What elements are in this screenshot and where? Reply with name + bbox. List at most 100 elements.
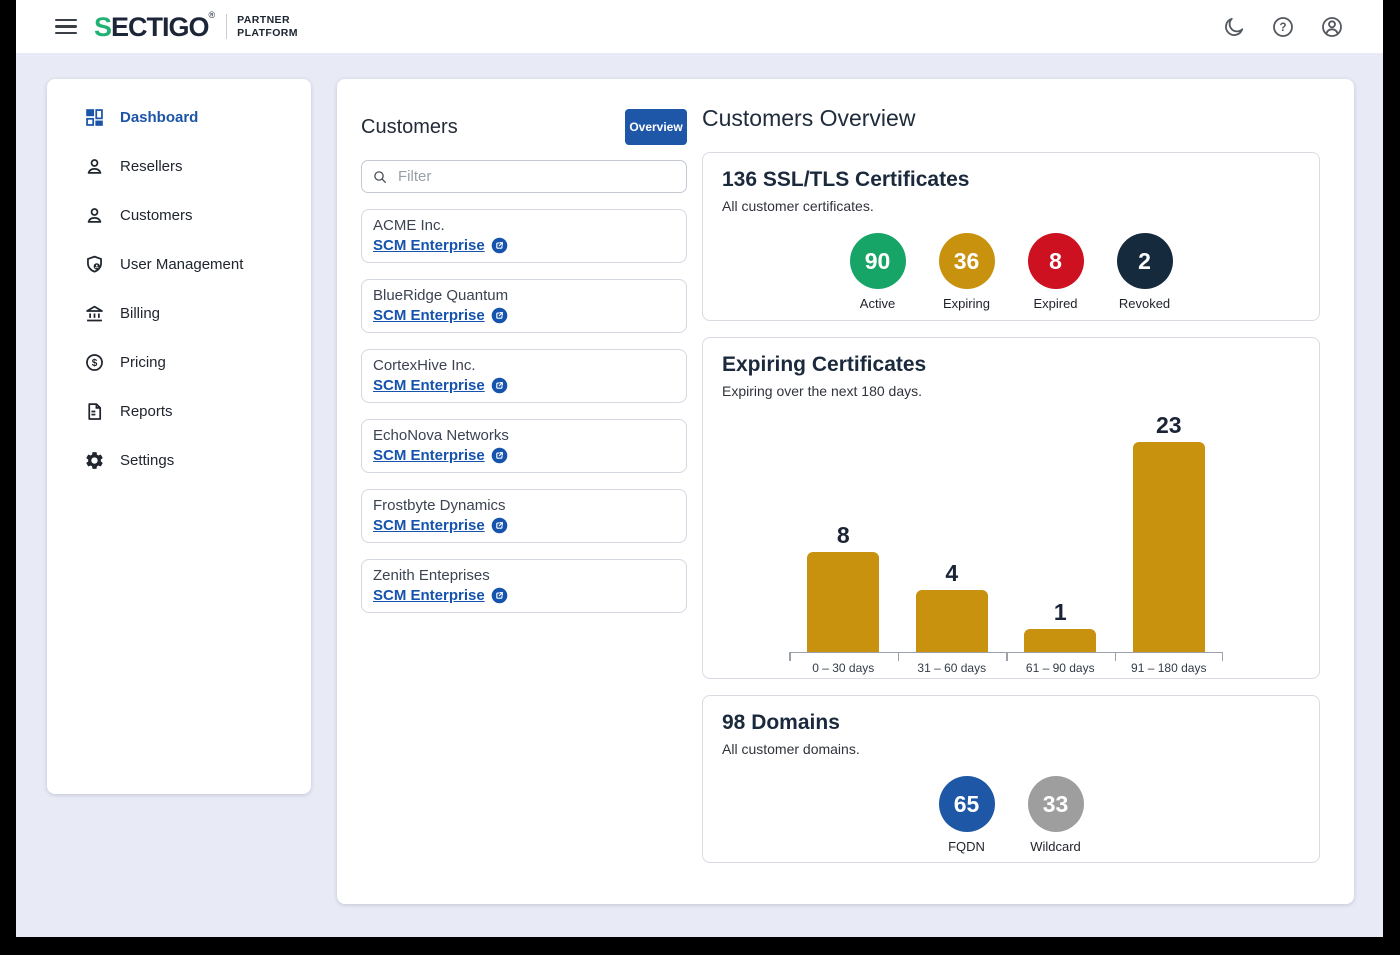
person-icon xyxy=(87,159,102,174)
scm-enterprise-link[interactable]: SCM Enterprise xyxy=(373,307,485,324)
stat-value: 2 xyxy=(1138,247,1151,274)
stat-circle-fqdn: 65 xyxy=(938,776,995,832)
x-axis xyxy=(789,652,1223,661)
customer-card[interactable]: BlueRidge Quantum SCM Enterprise xyxy=(361,279,687,333)
person-icon xyxy=(87,208,102,223)
filter-field[interactable] xyxy=(361,160,687,193)
customer-card[interactable]: Frostbyte Dynamics SCM Enterprise xyxy=(361,489,687,543)
bar-value-label: 23 xyxy=(1155,412,1182,438)
sidebar-item-label: Reports xyxy=(120,403,173,420)
topbar-actions: ? xyxy=(1221,14,1345,40)
customer-card[interactable]: EchoNova Networks SCM Enterprise xyxy=(361,419,687,473)
bar-31-60-days xyxy=(915,590,988,652)
sidebar-item-reports[interactable]: Reports xyxy=(47,387,311,436)
overview-button[interactable]: Overview xyxy=(625,109,687,145)
gear-icon xyxy=(86,452,103,469)
bank-icon xyxy=(86,305,103,322)
top-bar: SECTIGO® PARTNER PLATFORM ? xyxy=(16,0,1383,53)
customer-name: BlueRidge Quantum xyxy=(373,287,509,304)
page-title: Customers Overview xyxy=(702,105,916,131)
app-window: SECTIGO® PARTNER PLATFORM ? Dashboard xyxy=(16,0,1383,937)
external-link-icon[interactable] xyxy=(491,307,508,324)
external-link-icon[interactable] xyxy=(491,447,508,464)
sectigo-logo: SECTIGO® PARTNER PLATFORM xyxy=(94,10,298,43)
stat-value: 36 xyxy=(953,247,980,274)
external-link-icon[interactable] xyxy=(491,237,508,254)
scm-enterprise-link[interactable]: SCM Enterprise xyxy=(373,587,485,604)
scm-enterprise-link[interactable]: SCM Enterprise xyxy=(373,447,485,464)
certificates-card-subtitle: All customer certificates. xyxy=(722,198,874,214)
external-link-icon[interactable] xyxy=(491,377,508,394)
help-icon[interactable]: ? xyxy=(1270,14,1296,40)
shield-user-icon xyxy=(87,255,102,273)
dark-mode-icon[interactable] xyxy=(1221,14,1247,40)
stat-label: FQDN xyxy=(948,839,985,854)
sidebar-item-customers[interactable]: Customers xyxy=(47,191,311,240)
scm-enterprise-link[interactable]: SCM Enterprise xyxy=(373,237,485,254)
certificates-card: 136 SSL/TLS Certificates All customer ce… xyxy=(702,152,1320,321)
bar-61-90-days xyxy=(1024,629,1097,652)
bar-0-30-days xyxy=(807,552,880,652)
sidebar-item-pricing[interactable]: $ Pricing xyxy=(47,338,311,387)
domains-card-title: 98 Domains xyxy=(722,711,840,734)
scm-enterprise-link[interactable]: SCM Enterprise xyxy=(373,377,485,394)
stat-value: 33 xyxy=(1042,790,1069,817)
search-icon xyxy=(374,170,386,183)
svg-text:?: ? xyxy=(1279,22,1286,34)
x-tick-label: 31 – 60 days xyxy=(917,661,987,675)
stat-circle-active: 90 xyxy=(849,233,906,289)
account-icon[interactable] xyxy=(1319,14,1345,40)
expiring-bar-chart: 8 4 1 23 xyxy=(789,405,1223,675)
stat-label: Expired xyxy=(1033,296,1078,311)
sidebar-item-label: Dashboard xyxy=(120,109,199,126)
sidebar-item-label: Resellers xyxy=(120,158,183,175)
stat-circle-expired: 8 xyxy=(1027,233,1084,289)
stat-label: Expiring xyxy=(943,296,990,311)
customer-card[interactable]: CortexHive Inc. SCM Enterprise xyxy=(361,349,687,403)
customers-overview-panel: Customers Overview 136 SSL/TLS Certifica… xyxy=(702,105,1320,863)
scm-enterprise-link[interactable]: SCM Enterprise xyxy=(373,517,485,534)
bar-value-label: 8 xyxy=(836,522,850,548)
x-tick-label: 61 – 90 days xyxy=(1025,661,1095,675)
customer-card[interactable]: ACME Inc. SCM Enterprise xyxy=(361,209,687,263)
sidebar-item-label: Settings xyxy=(120,452,175,469)
stat-value: 8 xyxy=(1049,247,1062,274)
stat-circle-revoked: 2 xyxy=(1116,233,1173,289)
domains-card: 98 Domains All customer domains. 65 FQDN… xyxy=(702,695,1320,863)
sidebar-item-label: Customers xyxy=(120,207,193,224)
sidebar-item-dashboard[interactable]: Dashboard xyxy=(47,93,311,142)
stat-value: 90 xyxy=(864,247,891,274)
customer-name: Frostbyte Dynamics xyxy=(373,497,506,514)
external-link-icon[interactable] xyxy=(491,587,508,604)
customer-name: EchoNova Networks xyxy=(373,427,509,444)
expiring-card-title: Expiring Certificates xyxy=(722,353,927,376)
bar-91-180-days xyxy=(1132,442,1205,652)
customer-card[interactable]: Zenith Enteprises SCM Enterprise xyxy=(361,559,687,613)
document-icon xyxy=(88,403,102,420)
stat-revoked: 2 Revoked xyxy=(1116,233,1173,311)
x-axis-labels: 0 – 30 days 31 – 60 days 61 – 90 days 91… xyxy=(789,661,1223,675)
sidebar: Dashboard Resellers Customers User Manag… xyxy=(47,79,311,794)
stat-label: Revoked xyxy=(1118,296,1171,311)
customers-list-panel: Customers Overview ACME Inc. SCM Enterpr… xyxy=(361,109,687,613)
dollar-circle-icon: $ xyxy=(86,354,103,371)
filter-input[interactable] xyxy=(398,168,676,185)
sidebar-item-user-management[interactable]: User Management xyxy=(47,240,311,289)
stat-active: 90 Active xyxy=(849,233,906,311)
sidebar-item-settings[interactable]: Settings xyxy=(47,436,311,485)
sidebar-item-billing[interactable]: Billing xyxy=(47,289,311,338)
external-link-icon[interactable] xyxy=(491,517,508,534)
sidebar-item-label: Billing xyxy=(120,305,161,322)
stat-wildcard: 33 Wildcard xyxy=(1027,776,1084,854)
expiring-certificates-card: Expiring Certificates Expiring over the … xyxy=(702,337,1320,679)
sidebar-item-resellers[interactable]: Resellers xyxy=(47,142,311,191)
logo-wordmark: SECTIGO® xyxy=(94,10,216,42)
stat-label: Wildcard xyxy=(1030,839,1081,854)
stat-expired: 8 Expired xyxy=(1027,233,1084,311)
customer-name: ACME Inc. xyxy=(373,217,445,234)
stat-circle-expiring: 36 xyxy=(938,233,995,289)
certificates-card-title: 136 SSL/TLS Certificates xyxy=(722,168,970,191)
x-tick-label: 91 – 180 days xyxy=(1131,661,1207,675)
menu-icon[interactable] xyxy=(55,18,77,35)
dashboard-icon xyxy=(86,109,103,126)
